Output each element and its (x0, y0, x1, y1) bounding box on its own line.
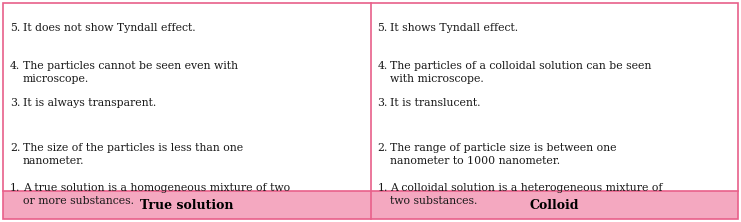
Text: A colloidal solution is a heterogeneous mixture of
two substances.: A colloidal solution is a heterogeneous … (391, 183, 663, 206)
Text: It does not show Tyndall effect.: It does not show Tyndall effect. (23, 23, 196, 33)
Text: The range of particle size is between one
nanometer to 1000 nanometer.: The range of particle size is between on… (391, 143, 617, 166)
Text: It shows Tyndall effect.: It shows Tyndall effect. (391, 23, 519, 33)
Text: It is translucent.: It is translucent. (391, 98, 481, 108)
Text: A true solution is a homogeneous mixture of two
or more substances.: A true solution is a homogeneous mixture… (23, 183, 290, 206)
Text: The size of the particles is less than one
nanometer.: The size of the particles is less than o… (23, 143, 243, 166)
Text: 2.: 2. (377, 143, 388, 153)
Text: 5.: 5. (377, 23, 388, 33)
Bar (3, 3, 738, 191)
Text: 1.: 1. (377, 183, 388, 193)
Text: True solution: True solution (140, 198, 233, 212)
Text: 5.: 5. (10, 23, 20, 33)
Text: 3.: 3. (10, 98, 20, 108)
Text: 1.: 1. (10, 183, 20, 193)
Text: It is always transparent.: It is always transparent. (23, 98, 156, 108)
Text: Colloid: Colloid (530, 198, 579, 212)
Bar (370, 191, 738, 219)
Bar (3, 191, 370, 219)
Text: 2.: 2. (10, 143, 20, 153)
Text: The particles of a colloidal solution can be seen
with microscope.: The particles of a colloidal solution ca… (391, 61, 652, 84)
Text: 4.: 4. (10, 61, 20, 71)
Text: The particles cannot be seen even with
microscope.: The particles cannot be seen even with m… (23, 61, 238, 84)
Text: 4.: 4. (377, 61, 388, 71)
Text: 3.: 3. (377, 98, 388, 108)
